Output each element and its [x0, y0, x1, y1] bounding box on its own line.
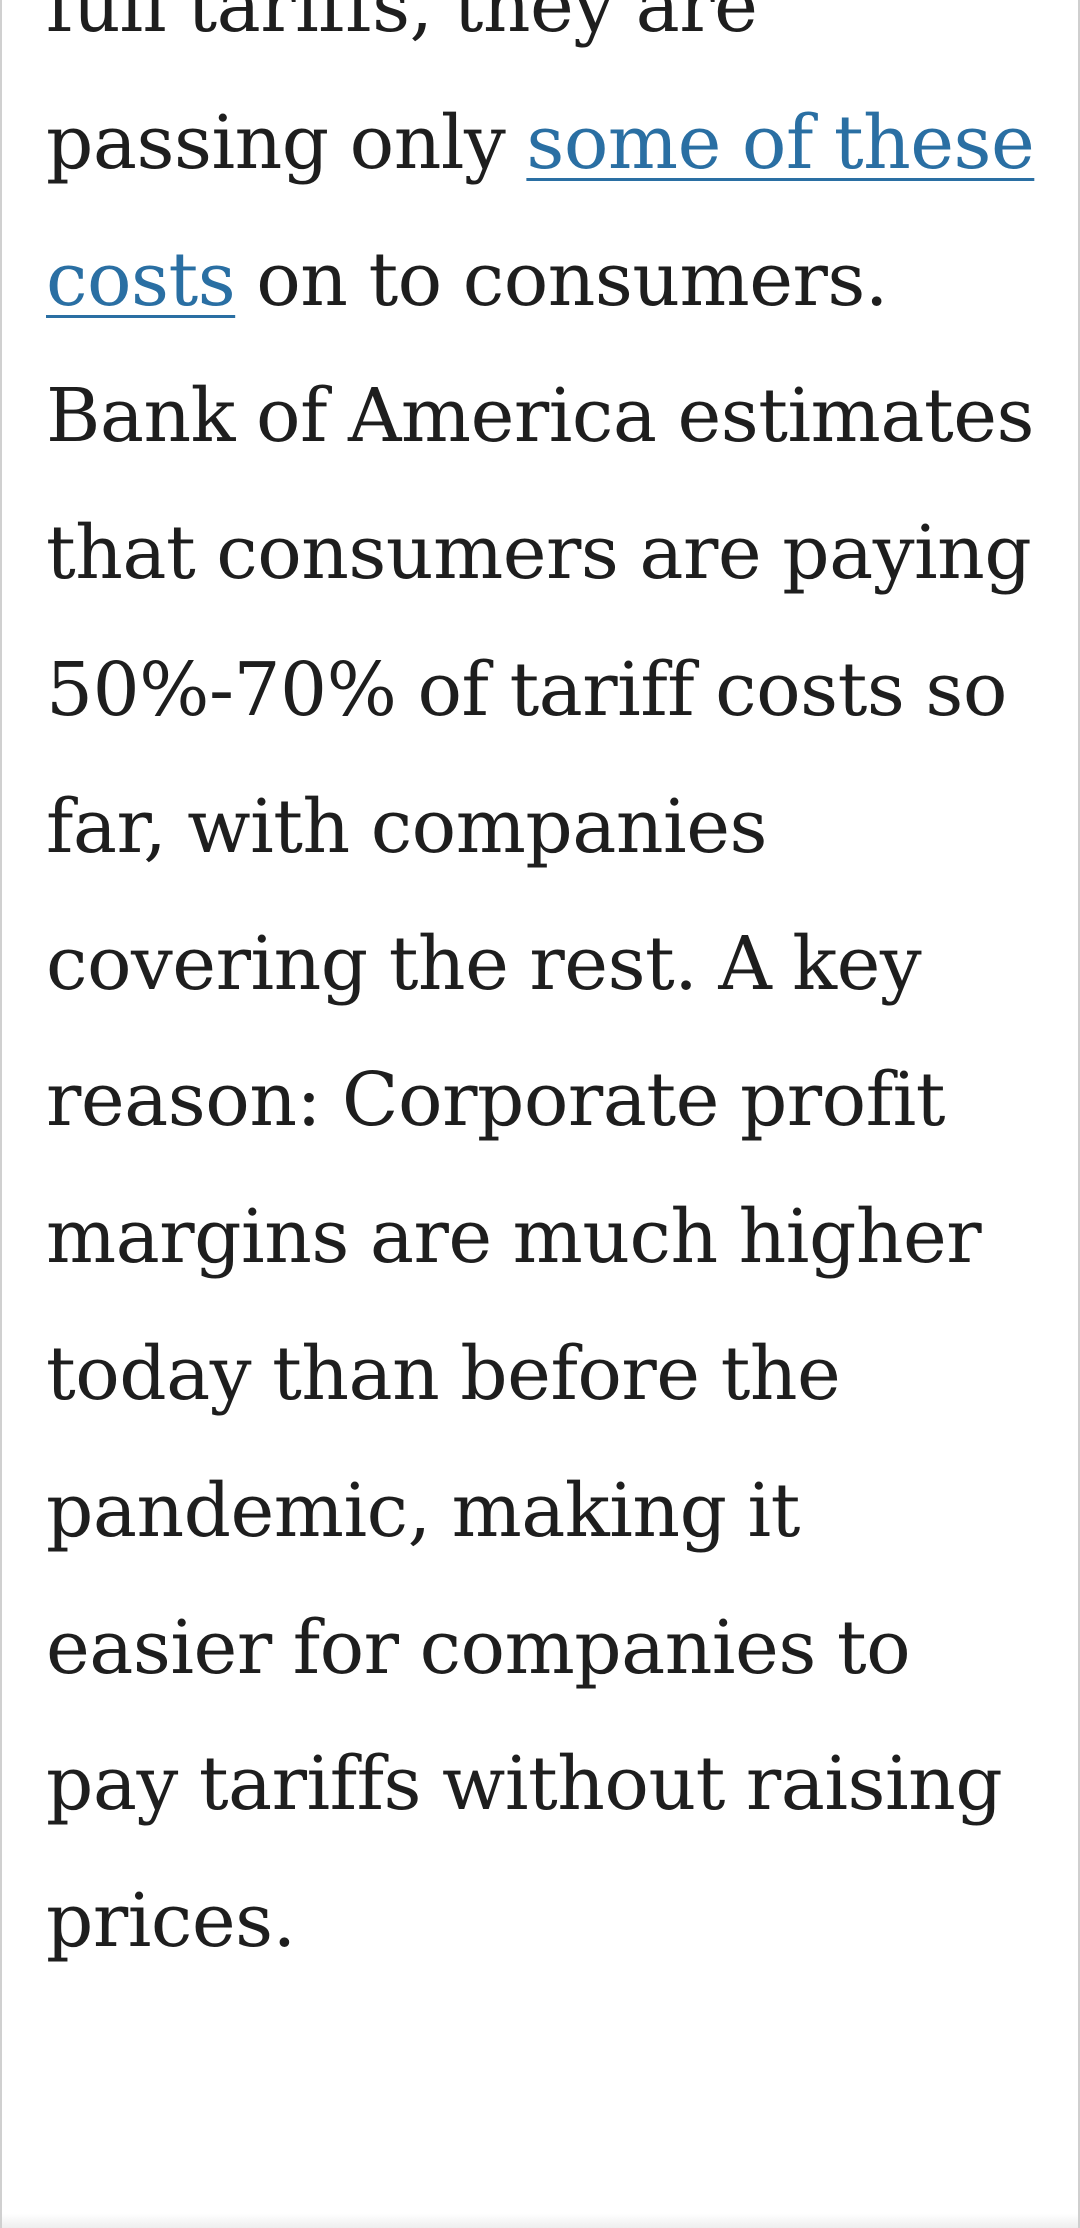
- paragraph-text-start: passing only: [46, 99, 527, 186]
- article-paragraph: full tariffs, they are passing only some …: [46, 0, 1046, 1990]
- paragraph-text-end: on to consumers. Bank of America estimat…: [46, 236, 1034, 1965]
- some-of-these-costs-link[interactable]: some of these costs: [46, 99, 1035, 323]
- bottom-edge: [2, 2214, 1078, 2228]
- cut-off-line: full tariffs, they are: [46, 0, 758, 49]
